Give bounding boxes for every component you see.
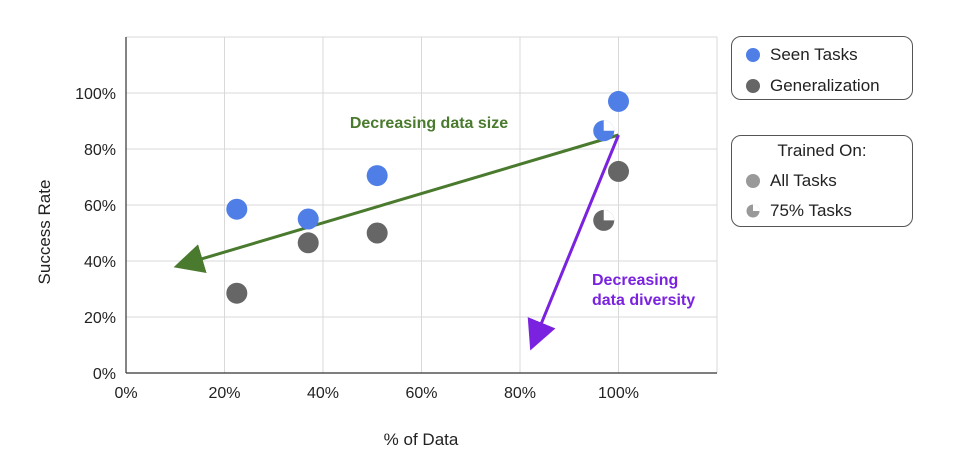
legend-label-generalization: Generalization — [770, 76, 880, 95]
x-tick-label: 20% — [208, 385, 240, 402]
legend-label-75-tasks: 75% Tasks — [770, 201, 852, 220]
annotation-arrows — [173, 133, 620, 351]
quarter-cutout-mark — [603, 120, 615, 131]
x-axis-title: % of Data — [384, 430, 459, 449]
data-point — [297, 208, 319, 230]
annotation-label: Decreasing — [592, 272, 678, 289]
legend-item-all-tasks: All Tasks — [746, 170, 837, 192]
data-point — [366, 165, 388, 187]
data-points — [226, 90, 629, 304]
quarter-cutout-mark — [603, 209, 615, 221]
x-tick-label: 100% — [598, 385, 639, 402]
y-axis-title: Success Rate — [35, 180, 54, 285]
series-legend: Seen Tasks Generalization — [731, 36, 913, 100]
data-point — [226, 282, 248, 304]
trained-on-title: Trained On: — [777, 141, 867, 160]
legend-item-75-tasks: 75% Tasks — [746, 200, 852, 222]
x-tick-label: 40% — [307, 385, 339, 402]
three-quarter-circle-icon — [746, 204, 760, 218]
legend-item-seen-tasks: Seen Tasks — [746, 44, 858, 66]
data-point — [297, 232, 319, 254]
annotation-arrow — [173, 133, 619, 274]
x-tick-label: 0% — [114, 385, 137, 402]
gray-dot-icon — [746, 79, 760, 93]
y-tick-label: 40% — [84, 254, 116, 271]
data-point — [608, 160, 629, 182]
trained-on-legend: Trained On: All Tasks 75% Tasks — [731, 135, 913, 227]
data-point — [608, 90, 629, 112]
annotation-label: data diversity — [592, 292, 695, 309]
blue-dot-icon — [746, 48, 760, 62]
x-tick-label: 60% — [405, 385, 437, 402]
y-tick-label: 60% — [84, 198, 116, 215]
annotation-labels: Decreasing data size Decreasing data diver… — [350, 115, 695, 309]
legend-label-all-tasks: All Tasks — [770, 171, 837, 190]
x-tick-label: 80% — [504, 385, 536, 402]
legend-label-seen-tasks: Seen Tasks — [770, 45, 858, 64]
annotation-label: Decreasing data size — [350, 115, 508, 132]
data-point — [366, 222, 388, 244]
y-tick-label: 80% — [84, 142, 116, 159]
y-tick-label: 100% — [75, 86, 116, 103]
y-tick-label: 20% — [84, 310, 116, 327]
tick-labels: 0% 20% 40% 60% 80% 100% 0% 20% 40% 60% 80% 100% — [75, 86, 639, 402]
full-circle-icon — [746, 174, 760, 188]
y-tick-label: 0% — [93, 366, 116, 383]
grid-lines — [125, 36, 718, 374]
annotation-arrow — [527, 134, 620, 351]
data-point — [226, 198, 248, 220]
legend-item-generalization: Generalization — [746, 75, 880, 97]
